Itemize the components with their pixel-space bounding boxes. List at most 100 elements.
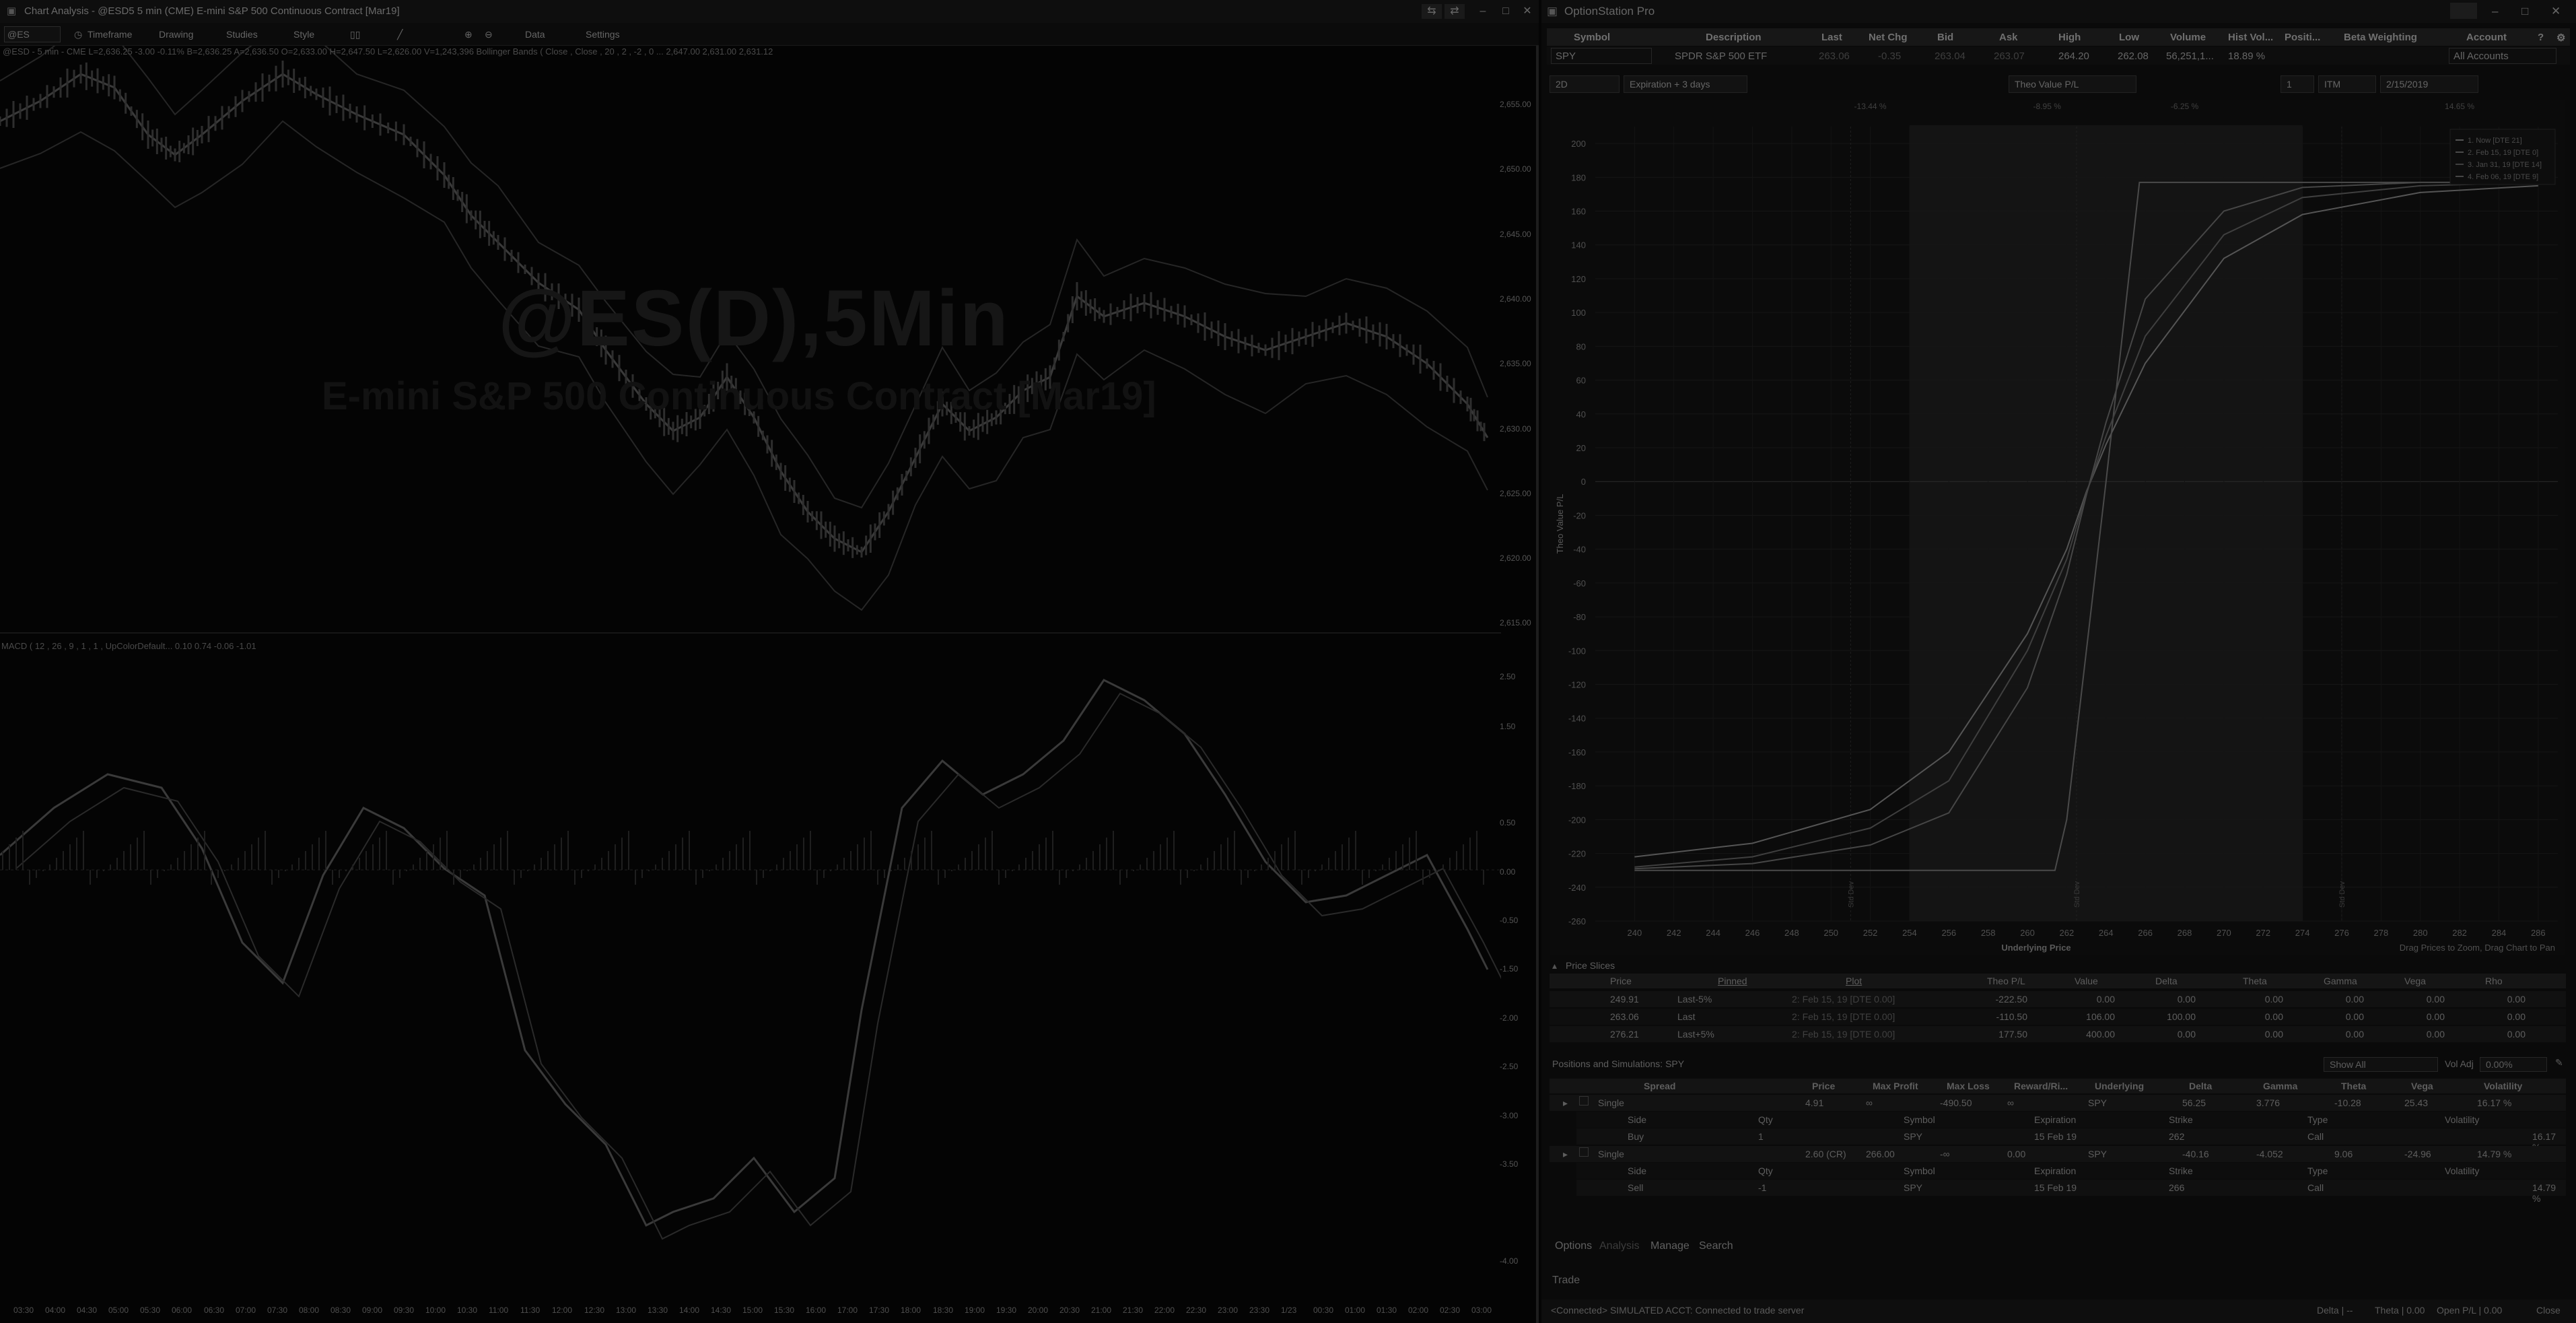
slice-cell: 177.50 (1998, 1029, 2027, 1040)
zoom-out-icon[interactable]: ⊖ (485, 29, 493, 40)
account-select[interactable]: All Accounts (2449, 48, 2556, 64)
help-icon[interactable]: ? (2538, 32, 2544, 43)
close-icon[interactable]: ✕ (1523, 5, 1532, 17)
close-icon[interactable]: ✕ (2551, 5, 2561, 18)
draw-tools-icon[interactable]: ╱ (397, 29, 403, 40)
y-tick-label: -240 (1568, 883, 1586, 893)
time-tick: 15:00 (742, 1305, 763, 1315)
toolbar-settings[interactable]: Settings (586, 29, 620, 40)
collapse-icon[interactable]: ▴ (1552, 960, 1558, 971)
toolbar-studies[interactable]: Studies (226, 29, 258, 40)
tab-options[interactable]: Options (1555, 1240, 1593, 1252)
quantity-stepper[interactable]: 1 (2281, 75, 2314, 93)
expand-icon: ▸ (1563, 1097, 1568, 1108)
slice-row[interactable]: 276.21 Last+5% 2: Feb 15, 19 [DTE 0.00] 177… (1550, 1026, 2566, 1042)
settings-icon[interactable]: ⚙ (2556, 32, 2566, 44)
chart-analysis-window: @ES(D),5Min E-mini S&P 500 Continuous Co… (0, 0, 1539, 1323)
col-low[interactable]: Low (2119, 32, 2139, 43)
percent-label: -13.44 % (1854, 102, 1887, 111)
maximize-icon[interactable]: □ (1502, 5, 1509, 17)
slice-cell: Last+5% (1677, 1029, 1714, 1040)
show-filter-select[interactable]: Show All (2324, 1057, 2438, 1072)
x-tick-label: 264 (2099, 928, 2114, 938)
slice-cell: 106.00 (2086, 1011, 2115, 1022)
std-dev-marker-label: Std Dev (1847, 881, 1855, 908)
leg-header-row: Side Qty Symbol Expiration Strike Type Volatil… (1576, 1112, 2566, 1128)
col-position[interactable]: Positi... (2285, 32, 2321, 43)
slice-cell: 0.00 (2507, 994, 2526, 1005)
spread-cell: 16.17 % (2477, 1097, 2512, 1108)
spread-cell: -10.28 (2334, 1097, 2361, 1108)
link-icon[interactable]: ⇆ (1422, 4, 1442, 19)
minimize-icon[interactable]: – (1480, 5, 1486, 17)
spread-row[interactable]: ▸ Single 4.91 ∞ -490.50 ∞ SPY 56.25 3.776 -10.28 2… (1550, 1095, 2566, 1111)
zoom-in-icon[interactable]: ⊕ (464, 29, 473, 40)
delta-status: Delta | -- (2317, 1305, 2353, 1316)
col-volume[interactable]: Volume (2170, 32, 2206, 43)
toolbar-data[interactable]: Data (525, 29, 545, 40)
graph-mode-select[interactable]: 2D (1550, 75, 1620, 93)
time-tick: 11:00 (489, 1305, 509, 1315)
tab-manage[interactable]: Manage (1650, 1240, 1690, 1252)
link-secondary-icon[interactable]: ⇄ (1444, 4, 1465, 19)
macd-tick: 0.50 (1500, 818, 1516, 827)
app-icon: ▣ (1547, 5, 1558, 18)
col-description[interactable]: Description (1706, 32, 1762, 43)
close-button[interactable]: Close (2536, 1305, 2561, 1316)
link-icon[interactable] (2450, 3, 2477, 19)
std-dev-marker-label: Std Dev (2073, 881, 2081, 908)
price-tick: 2,625.00 (1500, 489, 1531, 498)
symbol-input[interactable]: SPY (1551, 48, 1652, 64)
x-tick-label: 242 (1667, 928, 1681, 938)
col-account[interactable]: Account (2466, 32, 2507, 43)
slice-cell: 0.00 (2426, 1029, 2445, 1040)
time-tick: 05:30 (140, 1305, 161, 1315)
col-high[interactable]: High (2058, 32, 2081, 43)
col-ask[interactable]: Ask (1999, 32, 2018, 43)
leg-cell: Call (2307, 1131, 2324, 1142)
tab-search[interactable]: Search (1699, 1240, 1733, 1252)
risk-graph[interactable]: 200180160140120100806040200-20-40-60-80-… (1550, 100, 2565, 955)
itm-select[interactable]: ITM (2318, 75, 2376, 93)
col-symbol[interactable]: Symbol (1574, 32, 1611, 43)
col-hist-vol[interactable]: Hist Vol... (2228, 32, 2274, 43)
toolbar-timeframe[interactable]: Timeframe (88, 29, 133, 40)
price-chart-canvas[interactable] (0, 0, 1501, 1304)
y-tick-label: 200 (1571, 139, 1586, 149)
position-col: Price (1812, 1081, 1836, 1091)
tab-analysis[interactable]: Analysis (1599, 1240, 1640, 1252)
expiration-select[interactable]: Expiration + 3 days (1624, 75, 1747, 93)
position-col: Theta (2341, 1081, 2367, 1091)
spread-cell: ∞ (1866, 1097, 1873, 1108)
minimize-icon[interactable]: – (2492, 5, 2499, 18)
bar-type-icon[interactable]: ▯▯ (350, 29, 361, 40)
col-net-chg[interactable]: Net Chg (1869, 32, 1908, 43)
time-tick: 14:00 (679, 1305, 700, 1315)
date-picker[interactable]: 2/15/2019 (2380, 75, 2478, 93)
toolbar-drawing[interactable]: Drawing (159, 29, 194, 40)
percent-label: -6.25 % (2171, 102, 2199, 111)
quote-net-chg: -0.35 (1878, 50, 1902, 62)
col-bid[interactable]: Bid (1937, 32, 1954, 43)
slice-cell: 263.06 (1610, 1011, 1639, 1022)
leg-col: Expiration (2034, 1114, 2077, 1125)
symbol-input[interactable]: @ES (4, 26, 61, 42)
leg-col: Symbol (1904, 1165, 1935, 1176)
leg-row[interactable]: Sell -1 SPY 15 Feb 19 266 Call 14.79 % (1576, 1180, 2566, 1204)
spread-row[interactable]: ▸ Single 2.60 (CR) 266.00 -∞ 0.00 SPY -40.16 -4.… (1550, 1146, 2566, 1162)
toolbar-style[interactable]: Style (293, 29, 315, 40)
col-beta-weighting[interactable]: Beta Weighting (2344, 32, 2417, 43)
slice-row[interactable]: 263.06 Last 2: Feb 15, 19 [DTE 0.00] -110.5… (1550, 1009, 2566, 1025)
slice-row[interactable]: 249.91 Last-5% 2: Feb 15, 19 [DTE 0.00] -22… (1550, 991, 2566, 1007)
col-last[interactable]: Last (1821, 32, 1842, 43)
vol-adj-input[interactable]: 0.00% (2480, 1057, 2547, 1072)
positions-panel: Positions and Simulations: SPY Show All … (1550, 1054, 2566, 1204)
maximize-icon[interactable]: □ (2521, 5, 2529, 18)
slice-cell: 0.00 (2264, 1029, 2283, 1040)
y-measure-select[interactable]: Theo Value P/L (2009, 75, 2136, 93)
timeframe-icon: ◷ (74, 29, 83, 40)
x-tick-label: 250 (1823, 928, 1838, 938)
slice-col-delta: Delta (2155, 976, 2178, 986)
pin-icon[interactable]: ✎ (2555, 1057, 2563, 1068)
